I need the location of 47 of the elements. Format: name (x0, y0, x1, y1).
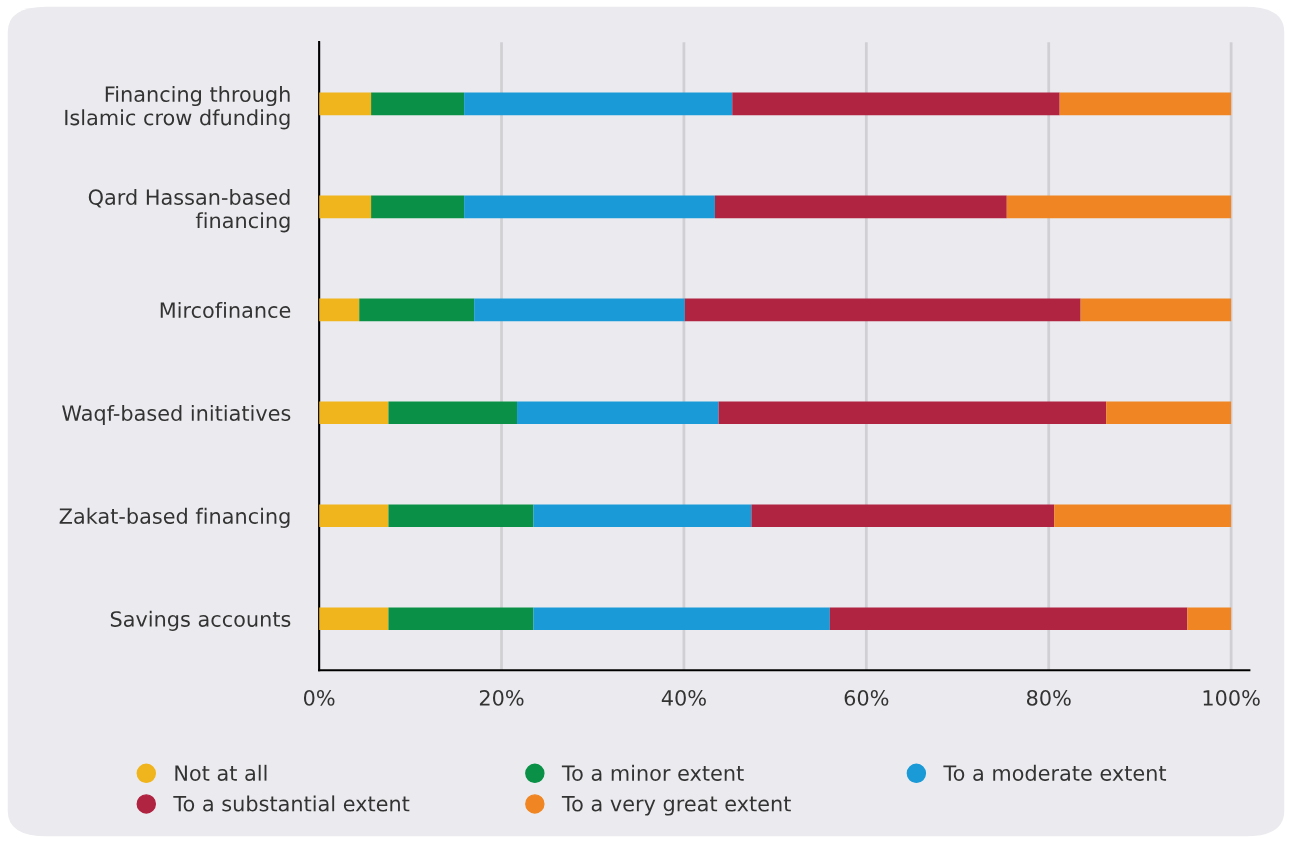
bar (464, 195, 715, 219)
bar (684, 298, 1081, 322)
bar (829, 607, 1188, 631)
bar (718, 401, 1107, 425)
bar (319, 195, 372, 219)
bar (751, 504, 1055, 528)
bar (1106, 401, 1232, 425)
bar (1006, 195, 1232, 219)
bar (359, 298, 475, 322)
y-tick-label: Qard Hassan-based financing (88, 188, 290, 233)
bar (319, 504, 389, 528)
bar (371, 195, 465, 219)
legend-label: To a minor extent (561, 764, 744, 781)
bar (464, 92, 733, 116)
bar (319, 298, 360, 322)
x-tick-label: 40% (661, 690, 706, 706)
x-tick-label: 100% (1203, 690, 1260, 706)
bar (1054, 504, 1232, 528)
legend-label: To a moderate extent (943, 764, 1167, 781)
y-tick-label: Financing through Islamic crow dfunding (65, 85, 290, 130)
bar (1187, 607, 1232, 631)
y-tick-label: Waqf-based initiatives (62, 404, 291, 426)
x-tick-label: 60% (844, 690, 889, 706)
bar (319, 607, 389, 631)
legend-label: Not at all (175, 764, 267, 781)
bar (732, 92, 1060, 116)
bar (1080, 298, 1232, 322)
bar (319, 92, 372, 116)
x-tick-label: 80% (1026, 690, 1071, 706)
bar (714, 195, 1007, 219)
bar (517, 401, 719, 425)
legend-label: To a substantial extent (173, 795, 410, 812)
bar (319, 401, 389, 425)
y-tick-label: Mircofinance (160, 301, 291, 319)
bar (371, 92, 465, 116)
y-tick-label: Savings accounts (110, 610, 291, 631)
x-tick-label: 20% (479, 690, 524, 706)
bar (388, 401, 518, 425)
bar (474, 298, 685, 322)
bar (388, 504, 534, 528)
x-tick-label: 0% (303, 690, 335, 706)
bar (533, 607, 830, 631)
bar (1059, 92, 1232, 116)
bar (388, 607, 534, 631)
legend-label: To a very great extent (561, 796, 791, 816)
y-tick-label: Zakat-based financing (59, 507, 290, 528)
bar (533, 504, 752, 528)
